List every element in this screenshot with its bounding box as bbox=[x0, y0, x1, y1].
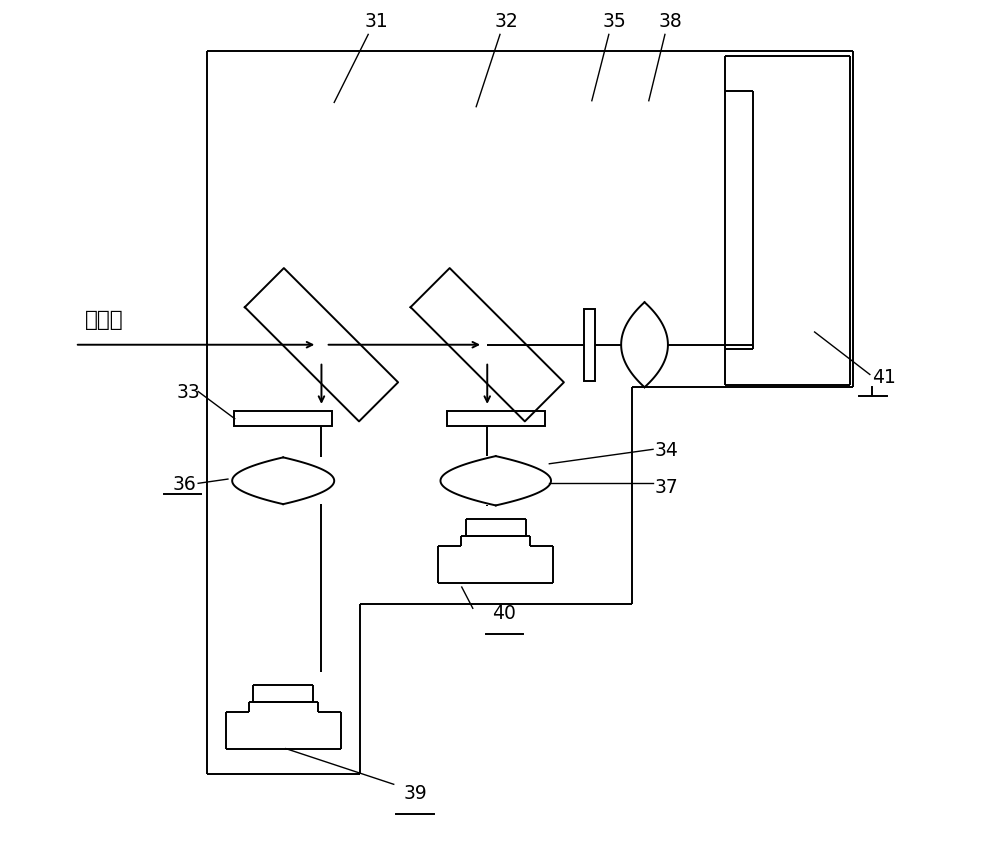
Text: 34: 34 bbox=[655, 440, 679, 459]
Bar bbox=[234, 412, 332, 427]
Text: 35: 35 bbox=[603, 12, 627, 32]
Text: 33: 33 bbox=[177, 383, 201, 401]
Text: 39: 39 bbox=[403, 783, 427, 803]
Text: 32: 32 bbox=[495, 12, 519, 32]
Text: 36: 36 bbox=[173, 475, 196, 493]
Text: 37: 37 bbox=[655, 478, 678, 497]
Text: 40: 40 bbox=[492, 603, 516, 622]
Text: 发射光: 发射光 bbox=[85, 310, 124, 330]
Bar bbox=[447, 412, 545, 427]
Text: 31: 31 bbox=[365, 12, 389, 32]
Bar bbox=[584, 309, 595, 382]
Text: 41: 41 bbox=[872, 367, 896, 386]
Text: 38: 38 bbox=[658, 12, 682, 32]
